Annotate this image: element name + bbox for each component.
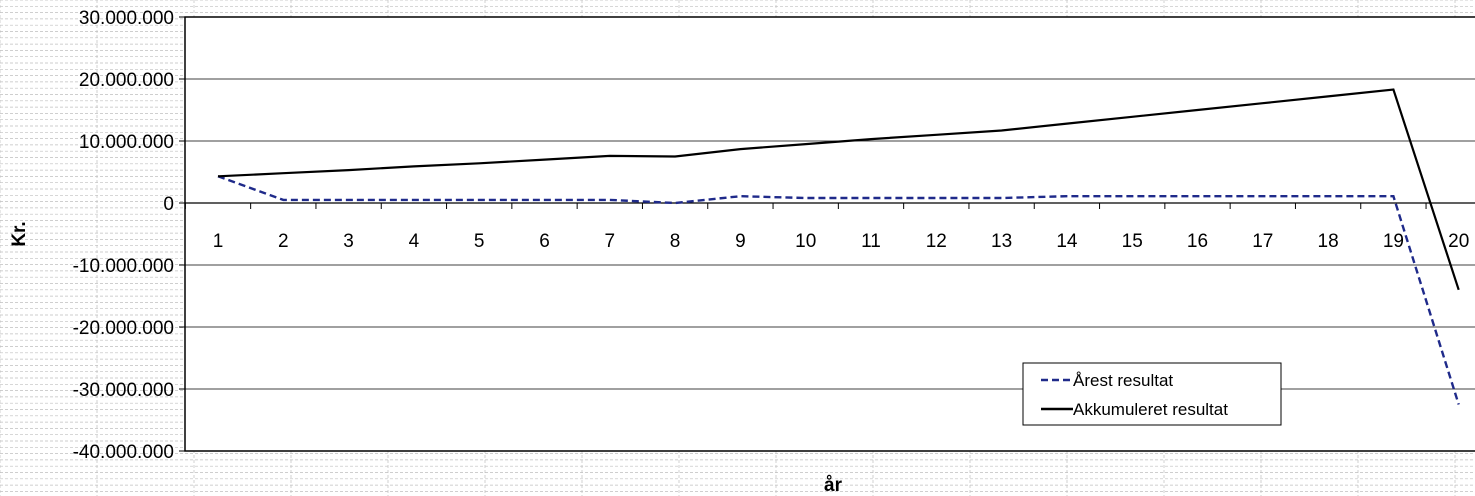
y-tick-label: 0 xyxy=(163,194,174,215)
x-tick-label: 2 xyxy=(278,231,289,252)
legend-label-akkumuleret-resultat: Akkumuleret resultat xyxy=(1073,400,1228,419)
legend-label-arest-resultat: Årest resultat xyxy=(1073,371,1173,390)
x-axis-tick-marks xyxy=(184,203,1427,209)
x-tick-label: 3 xyxy=(343,231,354,252)
y-tick-label: -10.000.000 xyxy=(73,256,174,277)
x-tick-label: 14 xyxy=(1056,231,1078,252)
x-tick-label: 7 xyxy=(605,231,616,252)
x-tick-label: 20 xyxy=(1448,231,1469,252)
legend-box xyxy=(1022,362,1282,426)
y-axis-tick-labels: 30.000.000 20.000.000 10.000.000 0 -10.000.0… xyxy=(73,8,174,463)
x-tick-label: 5 xyxy=(474,231,485,252)
x-tick-label: 13 xyxy=(991,231,1012,252)
x-axis-tick-labels: 1 2 3 4 5 6 7 8 9 10 11 12 13 14 15 16 17 18 19 20 xyxy=(213,231,1470,252)
x-tick-label: 6 xyxy=(539,231,550,252)
x-tick-label: 1 xyxy=(213,231,224,252)
x-tick-label: 15 xyxy=(1122,231,1143,252)
x-tick-label: 4 xyxy=(409,231,420,252)
x-axis-title: år xyxy=(824,475,843,496)
x-tick-label: 8 xyxy=(670,231,681,252)
x-tick-label: 12 xyxy=(926,231,947,252)
y-axis-title: Kr. xyxy=(9,221,30,246)
x-tick-label: 18 xyxy=(1318,231,1339,252)
x-tick-label: 17 xyxy=(1252,231,1273,252)
x-tick-label: 11 xyxy=(861,231,881,252)
y-tick-label: 10.000.000 xyxy=(79,132,174,153)
x-tick-label: 10 xyxy=(795,231,816,252)
x-tick-label: 16 xyxy=(1187,231,1208,252)
x-tick-label: 19 xyxy=(1383,231,1404,252)
series-lines xyxy=(217,88,1460,405)
y-tick-label: 20.000.000 xyxy=(79,70,174,91)
series-line-0 xyxy=(217,175,1460,405)
y-tick-label: -30.000.000 xyxy=(73,380,174,401)
y-tick-label: -20.000.000 xyxy=(73,318,174,339)
legend: Årest resultat Akkumuleret resultat xyxy=(1022,362,1282,426)
y-tick-label: -40.000.000 xyxy=(73,442,174,463)
series-line-1 xyxy=(217,88,1460,291)
x-tick-label: 9 xyxy=(735,231,746,252)
y-tick-label: 30.000.000 xyxy=(79,8,174,29)
